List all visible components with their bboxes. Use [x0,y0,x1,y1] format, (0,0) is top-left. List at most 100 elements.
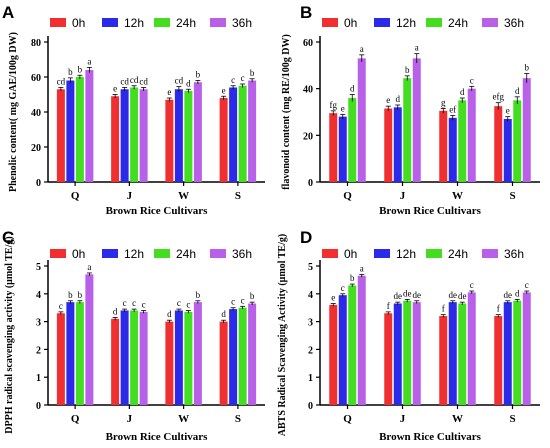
legend: 0h 12h 24h 36h [322,247,524,261]
significance-label: e [506,106,510,116]
y-tick-label: 80 [31,38,41,49]
x-tick-label-j: J [127,190,133,202]
bar-36h-w [467,292,476,405]
significance-label: c [341,283,345,293]
bar-0h-j [111,96,120,182]
x-tick-label-s: S [235,413,241,425]
x-tick-label-w: W [178,190,189,202]
legend-label-24h: 24h [176,247,196,261]
legend: 0h 12h 24h 36h [50,16,252,30]
bar-0h-j [111,318,120,405]
bar-36h-s [248,80,257,182]
x-axis-title: Brown Rice Cultivars [106,431,209,443]
significance-label: c [132,298,136,308]
significance-label: b [525,63,530,73]
bar-0h-w [439,316,448,405]
significance-label: cd [57,77,66,87]
significance-label: b [68,67,73,77]
significance-label: d [396,94,401,104]
significance-label: de [504,290,513,300]
y-tick-label: 60 [303,38,313,49]
x-axis-title: Brown Rice Cultivars [379,205,482,217]
bar-12h-w [174,89,183,182]
significance-label: c [241,295,245,305]
y-tick-label: 2 [308,345,313,356]
significance-label: cd [175,76,184,86]
significance-label: c [241,73,245,83]
significance-label: de [413,290,422,300]
chart-panel-a: A 0h 12h 24h 36h 0 20 40 60 80 Phenolic content( m… [2,3,265,217]
y-axis-title: flavonoid content (mg RE/100g DW) [281,34,292,190]
bar-36h-j [412,302,421,405]
legend-label-12h: 12h [396,247,416,261]
bar-0h-q [56,89,65,182]
legend-label-24h: 24h [176,16,196,30]
legend-label-0h: 0h [72,16,85,30]
y-axis-title: Phenolic content( mg GAE/100g DW) [8,32,19,192]
significance-label: c [142,299,146,309]
legend-label-0h: 0h [344,247,357,261]
significance-label: f [497,304,500,314]
legend-label-12h: 12h [396,16,416,30]
significance-label: f [387,301,390,311]
bar-0h-s [494,106,503,182]
bar-36h-s [248,303,257,405]
bar-24h-q [75,77,84,182]
legend-swatch-0h [50,18,66,27]
significance-label: c [231,297,235,307]
legend-swatch-12h [102,18,118,27]
significance-label: d [113,306,118,316]
legend-swatch-0h [322,249,338,258]
y-tick-label: 1 [308,373,313,384]
y-tick-label: 20 [303,131,313,142]
significance-label: efg [493,92,505,102]
significance-label: cd [120,77,129,87]
bar-24h-q [75,302,84,405]
bar-0h-w [165,321,174,405]
bar-36h-w [193,302,202,405]
bar-36h-s [522,292,531,405]
legend: 0h 12h 24h 36h [322,16,524,30]
bar-24h-s [238,307,247,405]
bar-12h-j [120,310,129,405]
legend-swatch-0h [50,249,66,258]
bar-12h-q [338,295,347,405]
significance-label: e [386,95,390,105]
bar-12h-s [503,119,512,182]
significance-label: de [449,290,458,300]
bar-36h-w [467,88,476,182]
bar-12h-s [229,309,238,405]
significance-label: d [350,84,355,94]
legend-swatch-36h [482,249,498,258]
chart-panel-b: B 0h 12h 24h 36h 0 20 40 60 flavonoid content (mg… [281,3,540,217]
bar-24h-j [130,310,139,405]
significance-label: c [186,299,190,309]
y-axis-title: ABTS Radical Scavenging Activity (μmol T… [277,234,288,436]
significance-label: ef [449,105,456,115]
bar-36h-j [139,311,148,405]
panel-letter: D [300,228,312,247]
significance-label: e [222,85,226,95]
bar-24h-j [403,300,412,405]
bar-24h-s [238,85,247,182]
bar-0h-s [494,316,503,405]
y-tick-label: 20 [31,143,41,154]
legend-label-36h: 36h [232,16,252,30]
bar-0h-q [56,313,65,405]
bar-0h-s [219,321,228,405]
bar-24h-w [458,100,467,182]
bar-24h-w [184,311,193,405]
bar-24h-w [458,303,467,405]
y-tick-label: 3 [308,318,313,329]
x-tick-label-j: J [127,413,133,425]
bar-12h-j [120,89,129,182]
bar-24h-j [130,87,139,182]
bar-0h-q [329,304,338,405]
bar-24h-s [513,100,522,182]
legend-swatch-24h [426,18,442,27]
legend-label-12h: 12h [124,16,144,30]
y-tick-label: 5 [36,262,41,273]
significance-label: fg [330,100,338,110]
significance-label: c [123,298,127,308]
bar-36h-q [85,70,94,182]
